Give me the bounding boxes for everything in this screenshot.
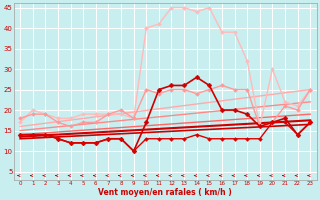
- X-axis label: Vent moyen/en rafales ( km/h ): Vent moyen/en rafales ( km/h ): [98, 188, 232, 197]
